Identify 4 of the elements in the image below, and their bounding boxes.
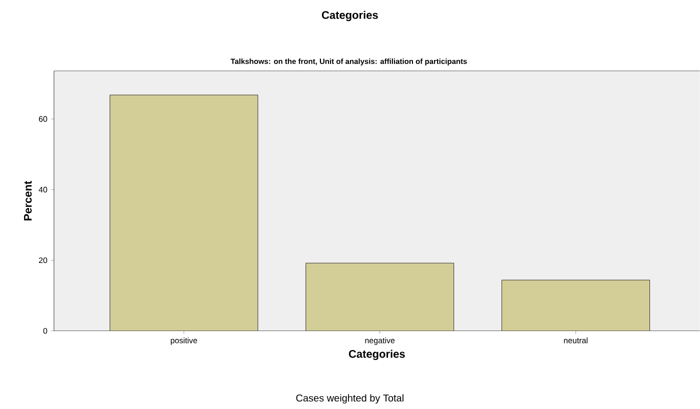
y-axis-title: Percent — [24, 180, 32, 220]
chart-title: Categories — [322, 10, 378, 22]
x-axis-title: Categories — [348, 350, 405, 360]
text: Cases weighted by Total — [296, 394, 404, 404]
